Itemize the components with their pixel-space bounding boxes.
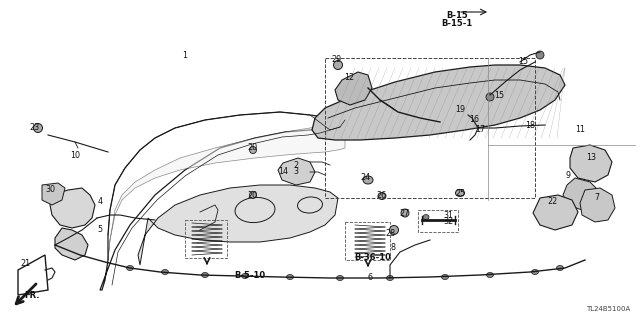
Text: 27: 27 xyxy=(399,209,409,218)
Polygon shape xyxy=(55,228,88,260)
Ellipse shape xyxy=(337,276,344,280)
Ellipse shape xyxy=(202,272,209,278)
Text: 5: 5 xyxy=(97,226,102,234)
Text: 20: 20 xyxy=(247,190,257,199)
Text: 12: 12 xyxy=(344,73,354,83)
Ellipse shape xyxy=(378,192,386,199)
Text: 32: 32 xyxy=(443,218,453,226)
Ellipse shape xyxy=(531,270,538,275)
Text: 7: 7 xyxy=(595,194,600,203)
Ellipse shape xyxy=(486,272,493,278)
Ellipse shape xyxy=(161,270,168,275)
Text: 22: 22 xyxy=(548,197,558,206)
Ellipse shape xyxy=(127,265,134,271)
Polygon shape xyxy=(108,120,345,260)
Ellipse shape xyxy=(390,226,399,234)
Polygon shape xyxy=(563,178,600,210)
Polygon shape xyxy=(278,158,315,185)
Polygon shape xyxy=(335,72,372,105)
Polygon shape xyxy=(533,195,578,230)
Text: 13: 13 xyxy=(586,153,596,162)
Polygon shape xyxy=(580,188,615,222)
Text: 4: 4 xyxy=(97,197,102,206)
Ellipse shape xyxy=(442,275,449,279)
Text: FR.: FR. xyxy=(24,292,40,300)
Text: 1: 1 xyxy=(182,50,188,60)
Text: 24: 24 xyxy=(360,174,370,182)
Text: B-15-1: B-15-1 xyxy=(442,19,472,28)
Ellipse shape xyxy=(33,123,42,132)
Polygon shape xyxy=(50,188,95,228)
Text: 16: 16 xyxy=(469,115,479,124)
Ellipse shape xyxy=(456,189,465,197)
Ellipse shape xyxy=(287,275,294,279)
Text: 25: 25 xyxy=(455,189,465,197)
Text: 20: 20 xyxy=(247,144,257,152)
Ellipse shape xyxy=(423,214,429,219)
Ellipse shape xyxy=(536,51,544,59)
Text: 15: 15 xyxy=(518,56,528,65)
Text: 30: 30 xyxy=(45,186,55,195)
Ellipse shape xyxy=(401,209,409,217)
Ellipse shape xyxy=(363,176,373,184)
Text: 28: 28 xyxy=(385,229,395,239)
Text: 17: 17 xyxy=(475,125,485,135)
Ellipse shape xyxy=(557,265,563,271)
Text: B-15: B-15 xyxy=(446,11,468,19)
Polygon shape xyxy=(570,145,612,182)
Text: 29: 29 xyxy=(331,56,341,64)
Text: B-36-10: B-36-10 xyxy=(355,254,392,263)
Polygon shape xyxy=(42,183,65,205)
Text: 9: 9 xyxy=(565,170,571,180)
Text: 18: 18 xyxy=(525,121,535,130)
Text: 23: 23 xyxy=(29,123,39,132)
Ellipse shape xyxy=(486,93,494,101)
Ellipse shape xyxy=(250,146,257,153)
Text: 14: 14 xyxy=(278,167,288,176)
Text: 11: 11 xyxy=(575,125,585,135)
Polygon shape xyxy=(138,185,338,265)
Text: 2: 2 xyxy=(293,160,299,169)
Ellipse shape xyxy=(387,276,394,280)
Text: 6: 6 xyxy=(367,273,372,283)
Polygon shape xyxy=(312,65,565,140)
Text: 3: 3 xyxy=(294,167,298,176)
Ellipse shape xyxy=(333,61,342,70)
Ellipse shape xyxy=(250,191,257,198)
Text: 31: 31 xyxy=(443,211,453,219)
Text: 19: 19 xyxy=(455,106,465,115)
Text: 8: 8 xyxy=(390,243,396,253)
Text: 21: 21 xyxy=(20,259,30,269)
Ellipse shape xyxy=(241,273,248,278)
Text: TL24B5100A: TL24B5100A xyxy=(586,306,630,312)
Text: 26: 26 xyxy=(376,191,386,201)
Text: B-5-10: B-5-10 xyxy=(234,271,266,279)
Text: 10: 10 xyxy=(70,151,80,160)
Text: 15: 15 xyxy=(494,91,504,100)
